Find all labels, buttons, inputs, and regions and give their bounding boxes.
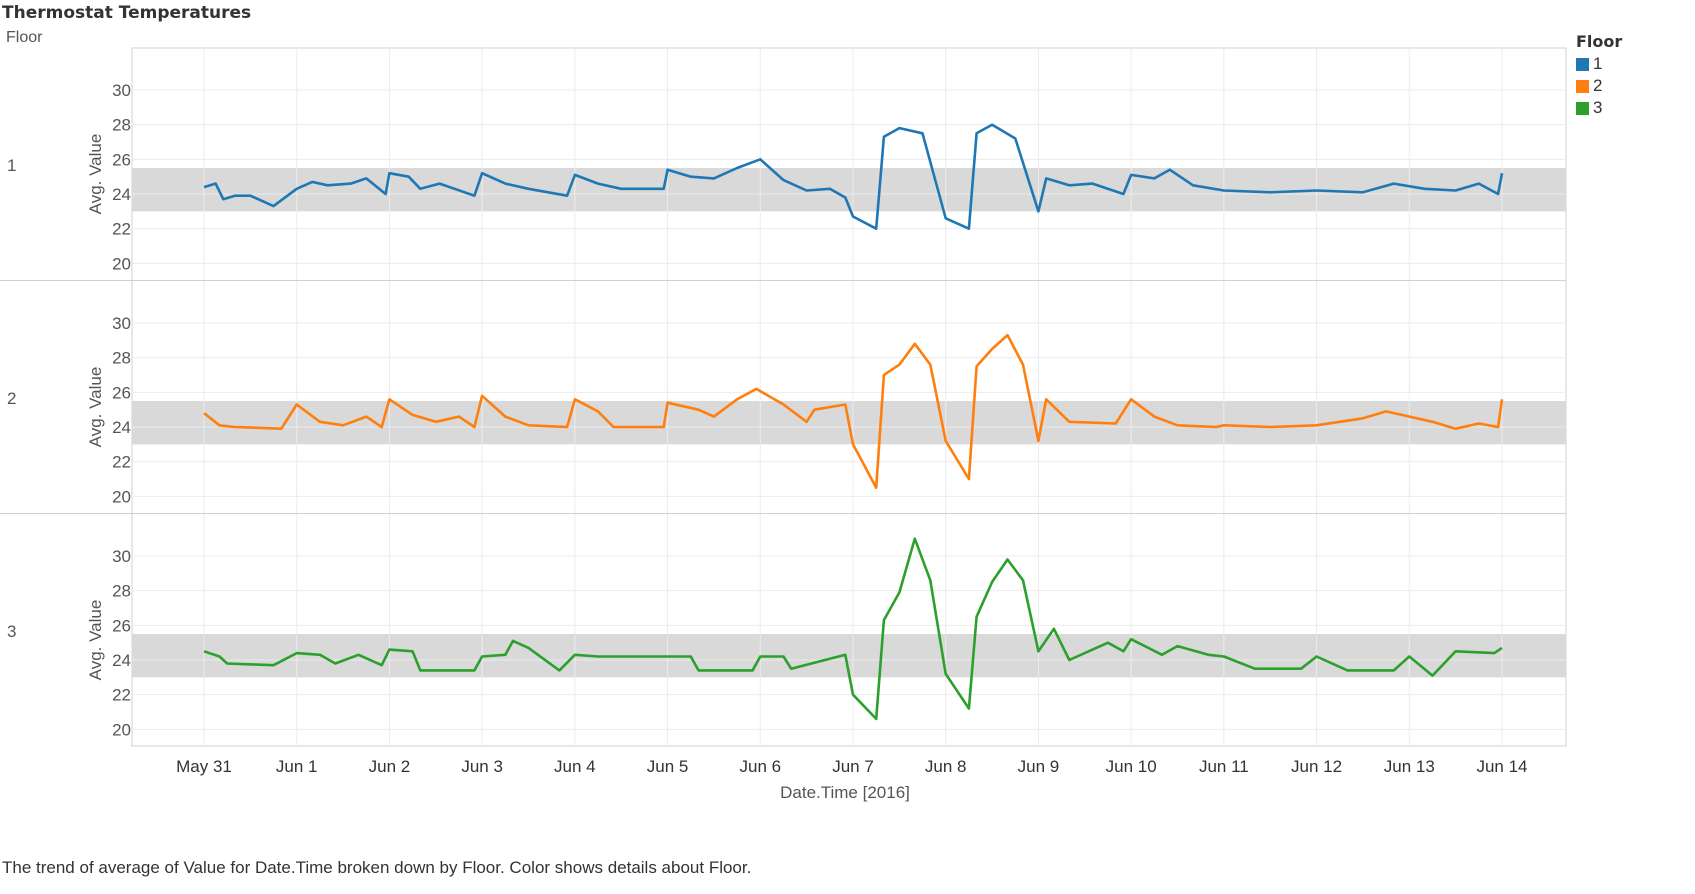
row-label-floor: 1 <box>7 156 16 175</box>
legend: Floor 1 2 3 <box>1576 32 1622 119</box>
legend-label: 2 <box>1593 76 1602 96</box>
x-tick-label: Jun 3 <box>461 757 503 776</box>
y-axis-label: Avg. Value <box>86 367 105 448</box>
legend-swatch <box>1576 102 1589 115</box>
x-tick-label: May 31 <box>176 757 232 776</box>
y-tick-label: 22 <box>112 686 131 705</box>
x-tick-label: Jun 7 <box>832 757 874 776</box>
x-tick-label: Jun 12 <box>1291 757 1342 776</box>
legend-swatch <box>1576 80 1589 93</box>
y-tick-label: 22 <box>112 220 131 239</box>
y-axis-label: Avg. Value <box>86 134 105 215</box>
x-tick-label: Jun 5 <box>647 757 689 776</box>
y-tick-label: 30 <box>112 314 131 333</box>
y-tick-label: 24 <box>112 418 131 437</box>
y-tick-label: 20 <box>112 254 131 273</box>
x-tick-label: Jun 9 <box>1018 757 1060 776</box>
legend-title: Floor <box>1576 32 1622 51</box>
x-tick-label: Jun 4 <box>554 757 596 776</box>
x-axis: May 31 Jun 1 Jun 2 Jun 3 Jun 4 Jun 5 Jun 6 Jun … <box>176 757 1527 802</box>
legend-item-floor-2[interactable]: 2 <box>1576 75 1622 97</box>
x-tick-label: Jun 11 <box>1199 757 1249 776</box>
row-label-floor: 3 <box>7 622 16 641</box>
chart-canvas: 20 22 24 26 28 30 Avg. Value 1 20 22 24 26 28 30 Avg. … <box>0 0 1570 845</box>
y-tick-label: 24 <box>112 185 131 204</box>
y-tick-label: 20 <box>112 720 131 739</box>
x-axis-label: Date.Time [2016] <box>780 783 910 802</box>
x-tick-label: Jun 10 <box>1106 757 1157 776</box>
x-tick-label: Jun 14 <box>1476 757 1527 776</box>
y-tick-label: 26 <box>112 383 131 402</box>
y-tick-label: 26 <box>112 150 131 169</box>
legend-label: 1 <box>1593 54 1602 74</box>
legend-label: 3 <box>1593 98 1602 118</box>
x-tick-label: Jun 8 <box>925 757 967 776</box>
y-tick-label: 28 <box>112 582 131 601</box>
x-tick-label: Jun 13 <box>1384 757 1435 776</box>
y-tick-label: 28 <box>112 116 131 135</box>
x-tick-label: Jun 2 <box>369 757 411 776</box>
panel-floor-3: 20 22 24 26 28 30 Avg. Value 3 <box>0 514 1566 747</box>
row-label-floor: 2 <box>7 389 16 408</box>
legend-item-floor-1[interactable]: 1 <box>1576 53 1622 75</box>
y-tick-label: 30 <box>112 81 131 100</box>
y-tick-label: 24 <box>112 651 131 670</box>
panel-floor-1: 20 22 24 26 28 30 Avg. Value 1 <box>7 48 1566 280</box>
x-tick-label: Jun 6 <box>739 757 781 776</box>
x-tick-label: Jun 1 <box>276 757 318 776</box>
y-axis-label: Avg. Value <box>86 600 105 681</box>
y-tick-label: 22 <box>112 453 131 472</box>
y-tick-label: 20 <box>112 487 131 506</box>
y-tick-label: 28 <box>112 349 131 368</box>
y-tick-label: 30 <box>112 547 131 566</box>
panel-floor-2: 20 22 24 26 28 30 Avg. Value 2 <box>0 281 1566 514</box>
legend-swatch <box>1576 58 1589 71</box>
y-tick-label: 26 <box>112 616 131 635</box>
chart-caption: The trend of average of Value for Date.T… <box>2 858 751 878</box>
legend-item-floor-3[interactable]: 3 <box>1576 97 1622 119</box>
